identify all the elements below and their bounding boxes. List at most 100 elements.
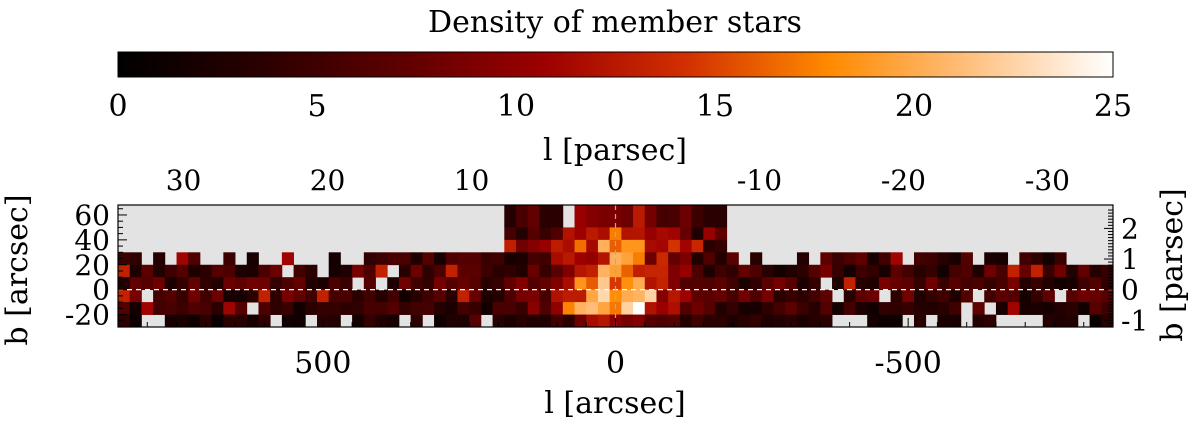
heatmap-cell xyxy=(1031,252,1044,266)
heatmap-cell xyxy=(691,264,704,278)
heatmap-cell xyxy=(539,314,552,327)
heatmap-cell xyxy=(258,302,271,315)
heatmap-cell xyxy=(223,252,236,266)
heatmap-cell xyxy=(843,277,856,291)
heatmap-cell xyxy=(738,289,751,303)
heatmap-cell xyxy=(445,264,458,278)
heatmap-cell xyxy=(949,289,962,303)
heatmap-cell xyxy=(199,277,213,291)
heatmap-cell xyxy=(621,239,634,253)
heatmap-cell xyxy=(1101,289,1113,303)
heatmap-cell xyxy=(633,205,646,228)
heatmap-cell xyxy=(925,289,938,303)
heatmap-cell xyxy=(141,264,154,278)
heatmap-cell xyxy=(328,302,341,315)
heatmap-cell xyxy=(387,314,400,327)
heatmap-cell xyxy=(843,252,856,266)
heatmap-cell xyxy=(539,239,552,253)
heatmap-cell xyxy=(398,289,412,303)
heatmap-cell xyxy=(890,314,903,327)
heatmap-cell xyxy=(902,289,915,303)
heatmap-cell xyxy=(691,239,704,253)
heatmap-cell xyxy=(164,264,177,278)
right-axis-label: b [parsec] xyxy=(1155,188,1190,342)
heatmap-cell xyxy=(176,302,189,315)
heatmap-cell xyxy=(188,302,201,315)
heatmap-cell xyxy=(539,205,552,228)
heatmap-cell xyxy=(258,264,271,278)
heatmap-cell xyxy=(281,277,294,291)
heatmap-cell xyxy=(164,289,177,303)
heatmap-cell xyxy=(586,314,599,327)
heatmap-cell xyxy=(1101,264,1113,278)
heatmap-cell xyxy=(480,289,493,303)
heatmap-cell xyxy=(750,302,763,315)
heatmap-cell xyxy=(574,264,587,278)
colorbar-tick-label: 15 xyxy=(696,89,734,124)
heatmap-cell xyxy=(270,277,283,291)
heatmap-cell xyxy=(597,239,611,253)
heatmap-cell xyxy=(281,314,294,327)
heatmap-cell xyxy=(995,264,1009,278)
heatmap-cell xyxy=(1077,277,1090,291)
heatmap-cell xyxy=(562,252,575,266)
heatmap-cell xyxy=(691,252,704,266)
heatmap-cell xyxy=(878,302,891,315)
heatmap-cell xyxy=(867,264,880,278)
heatmap-cell xyxy=(668,277,681,291)
heatmap-cell xyxy=(317,302,330,315)
heatmap-cell xyxy=(492,302,505,315)
heatmap-cell xyxy=(527,227,540,241)
heatmap-cell xyxy=(715,314,728,327)
heatmap-cell xyxy=(305,277,318,291)
heatmap-cell xyxy=(504,314,517,327)
heatmap-cell xyxy=(387,302,400,315)
heatmap-cell xyxy=(1066,314,1079,327)
heatmap-cell xyxy=(363,277,376,291)
heatmap-cell xyxy=(246,264,259,278)
heatmap-cell xyxy=(551,289,564,303)
heatmap-cell xyxy=(539,227,552,241)
heatmap-cell xyxy=(773,277,786,291)
heatmap-cell xyxy=(375,252,388,266)
heatmap-cell xyxy=(937,314,950,327)
heatmap-cell xyxy=(925,277,938,291)
heatmap-cell xyxy=(1042,252,1055,266)
heatmap-cell xyxy=(726,277,739,291)
heatmap-cell xyxy=(597,277,611,291)
heatmap-cell xyxy=(843,302,856,315)
heatmap-cell xyxy=(516,239,529,253)
heatmap-cell xyxy=(164,277,177,291)
heatmap-cell xyxy=(422,289,435,303)
heatmap-cell xyxy=(141,302,154,315)
heatmap-cell xyxy=(995,289,1009,303)
heatmap-cell xyxy=(1066,277,1079,291)
heatmap-cell xyxy=(984,289,997,303)
heatmap-cell xyxy=(949,314,962,327)
bottom-axis-tick-label: 0 xyxy=(606,346,625,381)
heatmap-cell xyxy=(656,205,669,228)
heatmap-cell xyxy=(539,302,552,315)
heatmap-cell xyxy=(164,302,177,315)
heatmap-cell xyxy=(750,277,763,291)
heatmap-cell xyxy=(703,227,716,241)
heatmap-cell xyxy=(375,289,388,303)
heatmap-cell xyxy=(551,239,564,253)
heatmap-cells xyxy=(118,205,1113,327)
heatmap-cell xyxy=(469,314,482,327)
heatmap-cell xyxy=(328,264,341,278)
heatmap-cell xyxy=(328,289,341,303)
heatmap-cell xyxy=(855,289,868,303)
left-axis-tick-label: 60 xyxy=(74,199,110,232)
heatmap-cell xyxy=(410,277,423,291)
heatmap-cell xyxy=(668,205,681,228)
heatmap-cell xyxy=(281,252,294,266)
heatmap-cell xyxy=(586,239,599,253)
heatmap-cell xyxy=(141,277,154,291)
heatmap-cell xyxy=(317,277,330,291)
heatmap-cell xyxy=(773,264,786,278)
heatmap-cell xyxy=(129,314,142,327)
heatmap-cell xyxy=(1042,277,1055,291)
heatmap-cell xyxy=(785,277,798,291)
heatmap-cell xyxy=(164,314,177,327)
